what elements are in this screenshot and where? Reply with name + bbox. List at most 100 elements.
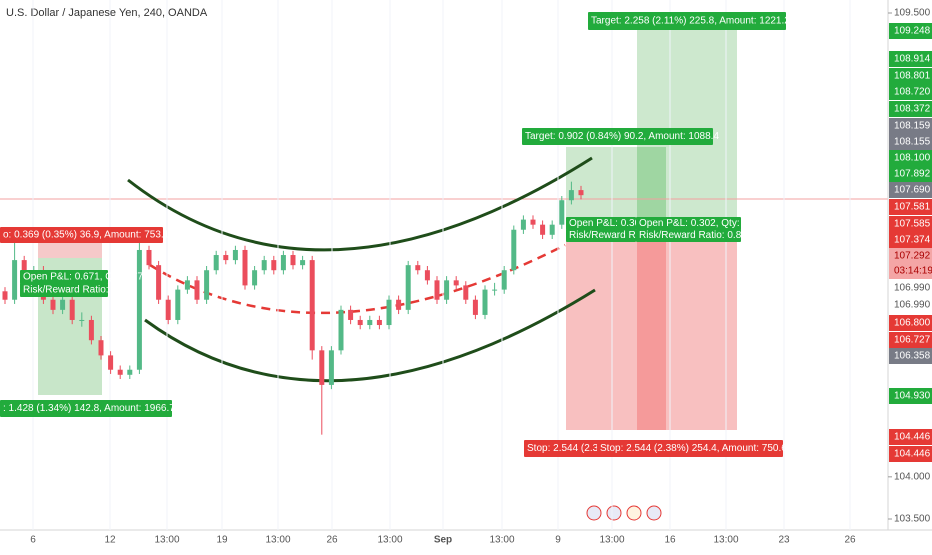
candle-body — [165, 299, 171, 320]
price-tag — [889, 332, 932, 348]
price-tag-label: 106.358 — [894, 351, 931, 362]
price-tag-label: 107.690 — [894, 185, 931, 196]
price-tag-label: 104.930 — [894, 391, 931, 402]
candle-body — [300, 260, 306, 266]
x-tick-label: 13:00 — [599, 535, 624, 546]
price-tag — [889, 51, 932, 67]
candle-body — [309, 260, 315, 351]
price-tag-label: 104.446 — [894, 432, 931, 443]
candle-body — [386, 299, 392, 326]
candle-body — [194, 280, 200, 300]
price-tag-label: 108.372 — [894, 104, 931, 115]
position-label-bg — [588, 12, 786, 30]
candle-body — [79, 319, 85, 321]
candle-body — [232, 249, 238, 261]
trend-curve — [144, 288, 596, 383]
candle-body — [127, 369, 133, 375]
candle-body — [338, 309, 344, 351]
candle-body — [549, 224, 555, 235]
candle-body — [88, 319, 94, 341]
candle-body — [2, 291, 8, 300]
x-tick-label: 12 — [104, 535, 116, 546]
x-tick-label: 19 — [216, 535, 228, 546]
position-label: Open P&L: 0.302 — [569, 218, 646, 229]
position-label-bg — [636, 229, 741, 242]
price-tag — [889, 68, 932, 84]
price-tag — [889, 216, 932, 232]
price-tag-label: 108.720 — [894, 87, 931, 98]
price-tag-label: 106.990 — [894, 300, 931, 311]
stop-overlap — [637, 230, 666, 430]
candle-body — [50, 299, 56, 310]
candle-body — [290, 255, 296, 266]
price-tag-label: 106.990 — [894, 283, 931, 294]
candle-body — [568, 190, 574, 201]
candle-body — [328, 350, 334, 385]
candle-body — [280, 255, 286, 271]
price-tag-label: 107.892 — [894, 169, 931, 180]
position-label-bg — [0, 400, 172, 417]
candle-body — [405, 265, 411, 310]
price-tag-label: 108.801 — [894, 71, 931, 82]
price-tag-label: 03:14:19 — [894, 266, 932, 277]
candle-body — [357, 319, 363, 326]
candle-body — [213, 255, 219, 271]
price-tag — [889, 348, 932, 364]
candle-body — [156, 265, 162, 300]
x-tick-label: 26 — [326, 535, 338, 546]
x-tick-label: 13:00 — [265, 535, 290, 546]
position-label: o: 0.369 (0.35%) 36.9, Amount: 753.19 — [3, 230, 175, 241]
price-tag — [889, 23, 932, 39]
x-tick-label: 26 — [844, 535, 856, 546]
price-tag — [889, 248, 932, 264]
x-tick-label: 9 — [555, 535, 561, 546]
candle-body — [98, 340, 104, 356]
position-label-bg — [566, 229, 636, 242]
x-tick-label: 13:00 — [154, 535, 179, 546]
y-tick-label: 109.500 — [894, 8, 931, 19]
price-tag-label: 108.155 — [894, 137, 931, 148]
price-tag — [889, 446, 932, 462]
position-label-bg — [636, 217, 741, 230]
candle-body — [453, 280, 459, 286]
position-label: : 1.428 (1.34%) 142.8, Amount: 1966.76 — [3, 403, 181, 414]
candle-body — [472, 299, 478, 315]
x-tick-label: 6 — [30, 535, 36, 546]
candle-body — [261, 260, 267, 271]
position-label: Stop: 2.544 (2.38%) 254.4, Amount: 750.6… — [600, 443, 793, 454]
candle-body — [530, 219, 536, 225]
position-label-bg — [597, 440, 783, 457]
candle-body — [482, 289, 488, 315]
position-label-bg — [20, 283, 108, 297]
price-tag — [889, 232, 932, 248]
candle-body — [223, 255, 229, 261]
price-tag — [889, 84, 932, 100]
candle-body — [501, 270, 507, 290]
position-label-bg — [0, 227, 163, 243]
candle-body — [463, 285, 469, 300]
price-tag — [889, 101, 932, 117]
price-tag-label: 107.292 — [894, 251, 931, 262]
x-tick-label: 23 — [778, 535, 790, 546]
candle-body — [184, 280, 190, 290]
x-tick-label: 13:00 — [713, 535, 738, 546]
price-tag-label: 104.446 — [894, 449, 931, 460]
position-label: Stop: 2.544 (2.3 — [527, 443, 599, 454]
x-tick-label: 13:00 — [489, 535, 514, 546]
chart-title: U.S. Dollar / Japanese Yen, 240, OANDA — [6, 7, 208, 19]
price-tag-label: 106.727 — [894, 335, 931, 346]
price-tag — [889, 118, 932, 134]
candle-body — [424, 270, 430, 281]
x-tick-label: 16 — [664, 535, 676, 546]
price-tag — [889, 150, 932, 166]
candle-body — [376, 319, 382, 326]
position-label: Target: 0.902 (0.84%) 90.2, Amount: 1088… — [525, 131, 719, 142]
candle-body — [348, 309, 354, 320]
price-tag — [889, 315, 932, 331]
price-tag — [889, 182, 932, 198]
candle-body — [492, 289, 498, 291]
candle-body — [271, 260, 277, 271]
y-tick-label: 103.500 — [894, 514, 931, 525]
